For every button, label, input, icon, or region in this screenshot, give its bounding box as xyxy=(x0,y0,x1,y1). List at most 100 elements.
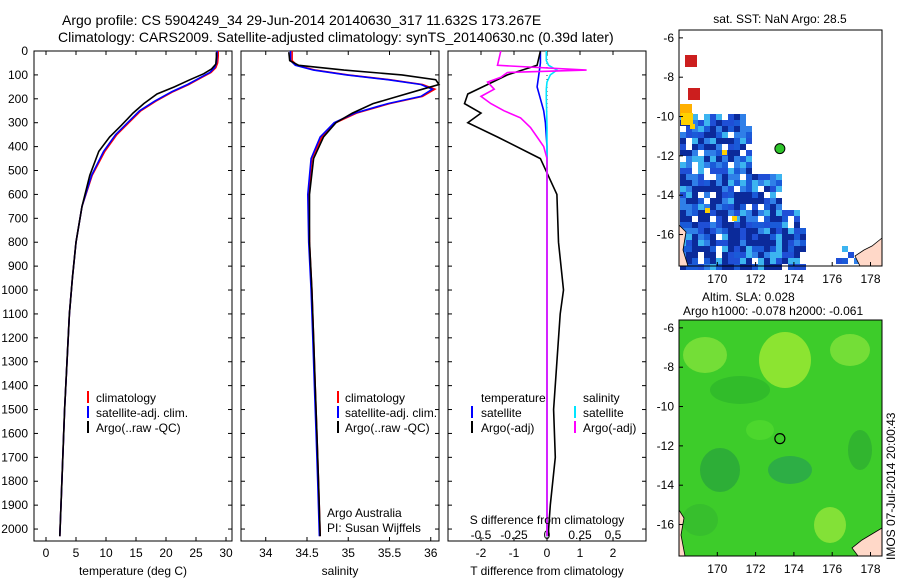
difference-xtick-label: 1 xyxy=(577,546,584,560)
sst-cell xyxy=(782,210,788,216)
sst-cell xyxy=(728,258,734,264)
sst-cell xyxy=(698,186,704,192)
sst-cell xyxy=(740,222,746,228)
sst-cell xyxy=(680,222,686,228)
sst-cell xyxy=(770,240,776,246)
sst-cell xyxy=(692,204,698,210)
sst-cell xyxy=(704,264,710,270)
sla-xtick-label: 172 xyxy=(746,562,766,576)
sst-cell xyxy=(722,246,728,252)
sst-cell xyxy=(740,126,746,132)
sst-cell xyxy=(740,210,746,216)
sst-cell xyxy=(740,240,746,246)
sst-cell xyxy=(734,198,740,204)
sst-cell xyxy=(680,144,686,150)
sst-cell xyxy=(710,252,716,258)
sst-cell xyxy=(764,210,770,216)
sst-cell xyxy=(752,216,758,222)
sst-cell xyxy=(686,168,692,174)
sst-cell xyxy=(680,132,686,138)
sst-cell xyxy=(680,210,686,216)
sst-cell xyxy=(722,192,728,198)
sst-cell xyxy=(686,186,692,192)
temperature-xtick-label: 20 xyxy=(159,546,173,560)
temperature-xtick-label: 5 xyxy=(73,546,80,560)
sst-cell xyxy=(686,234,692,240)
sst-cell xyxy=(764,240,770,246)
sst-cell xyxy=(686,192,692,198)
sst-cell xyxy=(692,180,698,186)
sst-cell xyxy=(716,162,722,168)
sst-xtick-label: 174 xyxy=(784,272,804,286)
sst-cell xyxy=(722,132,728,138)
sst-warm-cell xyxy=(722,150,727,155)
sst-cell xyxy=(740,246,746,252)
sst-cell xyxy=(794,210,800,216)
temperature-line-satellite-adj-clim- xyxy=(59,51,218,537)
sst-cell xyxy=(728,150,734,156)
sst-cell xyxy=(710,162,716,168)
sst-cell xyxy=(728,192,734,198)
diff-legend-salinity-title: salinity xyxy=(583,391,620,405)
sst-cell xyxy=(758,246,764,252)
sst-cell xyxy=(698,240,704,246)
depth-tick-label: 1000 xyxy=(1,283,28,297)
sst-cell xyxy=(710,180,716,186)
sst-cell xyxy=(740,186,746,192)
sst-cell xyxy=(734,234,740,240)
sst-warm-cell xyxy=(681,113,693,125)
sst-cell xyxy=(698,126,704,132)
sst-warm-cell xyxy=(690,124,695,129)
sst-cell xyxy=(740,252,746,258)
difference-line-t-satellite xyxy=(536,51,548,537)
sst-cell xyxy=(692,240,698,246)
header-line2: Climatology: CARS2009. Satellite-adjuste… xyxy=(58,29,614,45)
depth-tick-label: 300 xyxy=(8,116,28,130)
sst-cell xyxy=(794,246,800,252)
sst-cell xyxy=(686,216,692,222)
sst-cell xyxy=(770,258,776,264)
sst-cell xyxy=(770,246,776,252)
sst-cell xyxy=(758,210,764,216)
sst-cell xyxy=(716,132,722,138)
sst-cell xyxy=(764,174,770,180)
sst-cell xyxy=(764,216,770,222)
diff-legend-s-argo: Argo(-adj) xyxy=(583,421,636,435)
sst-cell xyxy=(788,240,794,246)
sst-cell xyxy=(686,180,692,186)
sst-cell xyxy=(728,126,734,132)
sla-blob xyxy=(683,337,727,373)
sst-cell xyxy=(740,234,746,240)
sst-cell xyxy=(752,210,758,216)
temperature-panel-frame xyxy=(33,50,233,542)
sst-cell xyxy=(692,174,698,180)
sst-cell xyxy=(722,156,728,162)
difference-lines xyxy=(463,50,587,537)
sla-blob xyxy=(830,334,870,366)
sst-cell xyxy=(692,114,698,120)
sst-cell xyxy=(686,246,692,252)
sst-cell xyxy=(710,186,716,192)
sst-cell xyxy=(698,234,704,240)
sst-cell xyxy=(734,174,740,180)
sst-cell xyxy=(758,174,764,180)
sla-map-field xyxy=(679,320,882,556)
temperature-xtick-label: 25 xyxy=(189,546,203,560)
sst-cell xyxy=(710,222,716,228)
sst-cell xyxy=(722,168,728,174)
sst-cell xyxy=(710,156,716,162)
sst-cell xyxy=(734,126,740,132)
depth-tick-label: 1100 xyxy=(2,307,28,321)
sst-cell xyxy=(698,180,704,186)
sst-cell xyxy=(800,240,806,246)
sst-cell xyxy=(752,234,758,240)
sst-cell xyxy=(710,210,716,216)
sst-cell xyxy=(740,120,746,126)
sla-ytick-label: -14 xyxy=(657,478,675,492)
sst-cell xyxy=(854,258,860,264)
sst-cell xyxy=(722,126,728,132)
sst-cell xyxy=(716,126,722,132)
depth-tick-label: 100 xyxy=(8,68,28,82)
sst-cell xyxy=(770,264,776,270)
